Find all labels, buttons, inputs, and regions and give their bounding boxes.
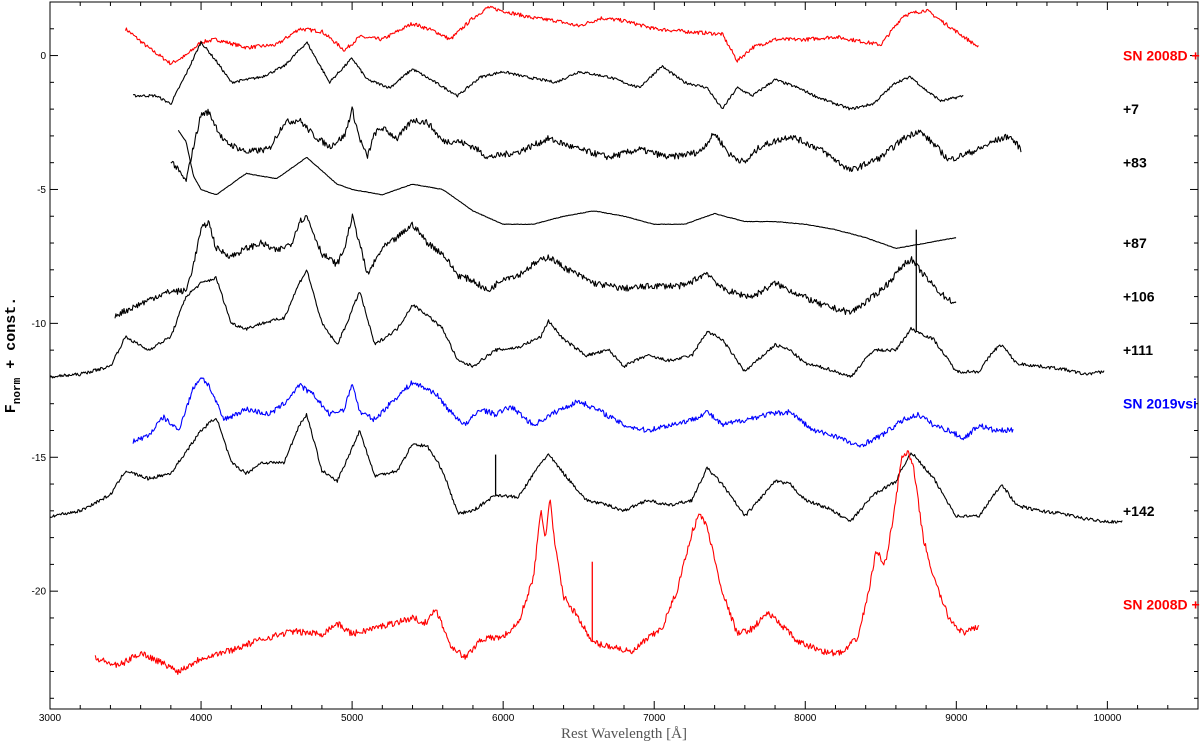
y-tick-label: -10 (32, 319, 47, 330)
x-tick-label: 10000 (1093, 713, 1121, 724)
x-tick-label: 7000 (643, 713, 666, 724)
x-tick-label: 3000 (39, 713, 62, 724)
spectrum-line (124, 5, 979, 66)
y-axis-label-suffix: + const. (3, 297, 20, 378)
spectrum-line (114, 213, 957, 319)
y-tick-label: 0 (40, 51, 46, 62)
series-label: SN 2008D +6 (1123, 48, 1200, 64)
x-tick-label: 9000 (945, 713, 968, 724)
plot-frame (49, 1, 1199, 710)
series-label: SN 2008D +132 (1123, 597, 1200, 613)
series-label: SN 2019vsi ~80 (1123, 396, 1200, 412)
y-tick-label: -5 (37, 185, 46, 196)
y-tick-label: -20 (32, 587, 47, 598)
x-tick-label: 5000 (341, 713, 364, 724)
spectrum-line (49, 269, 1105, 379)
y-tick-label: -15 (32, 453, 47, 464)
x-tick-label: 6000 (492, 713, 515, 724)
series-label: +106 (1123, 289, 1155, 305)
spectrum-line (170, 106, 1022, 182)
spectrum-line (94, 450, 980, 675)
x-tick-label: 4000 (190, 713, 213, 724)
y-axis-label: Fnorm + const. (3, 297, 24, 413)
spectrum-line (132, 377, 1014, 448)
series-labels: SN 2008D +6 +7 +83 +87 +106 +111 SN 2019vsi ~8… (1123, 48, 1200, 613)
x-tick-label: 8000 (794, 713, 817, 724)
series-label: +83 (1123, 155, 1147, 171)
spectrum-line (177, 130, 957, 249)
spectra-series (49, 5, 1123, 675)
y-axis-label-sub: norm (12, 377, 24, 404)
y-axis-label-main: F (3, 404, 20, 413)
series-label: +87 (1123, 235, 1147, 251)
series-label: +142 (1123, 503, 1155, 519)
spectrum-line (132, 40, 964, 111)
x-axis-label: Rest Wavelength [Å] (561, 726, 687, 742)
axis-ticks: 3000 4000 5000 6000 7000 8000 9000 10000 0 -5 -10 -… (32, 1, 1199, 724)
series-label: +7 (1123, 101, 1139, 117)
spectrum-line (49, 412, 1123, 524)
series-label: +111 (1123, 342, 1153, 358)
